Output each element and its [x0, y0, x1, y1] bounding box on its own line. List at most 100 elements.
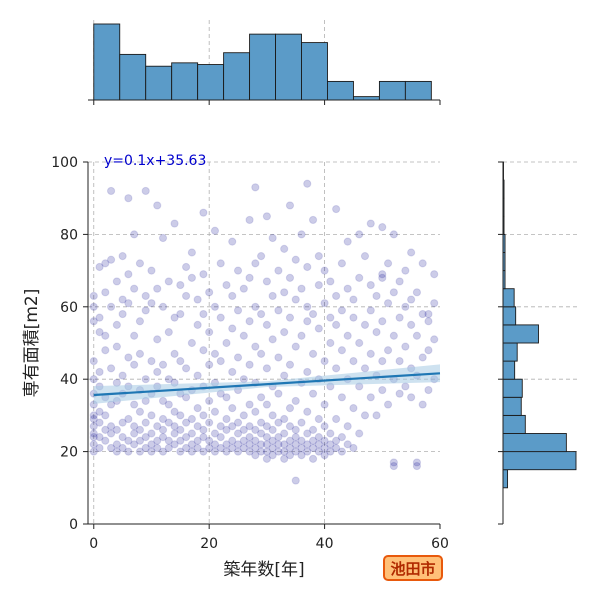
scatter-point	[158, 433, 168, 442]
scatter-point	[193, 371, 202, 380]
right-hist-bar	[502, 378, 523, 398]
top-hist-bar	[327, 80, 354, 101]
scatter-point	[389, 331, 398, 340]
scatter-point	[280, 454, 289, 463]
scatter-point	[314, 280, 323, 290]
scatter-point	[141, 433, 150, 442]
scatter-point	[383, 346, 393, 355]
scatter-point	[216, 313, 225, 322]
scatter-point	[95, 313, 104, 322]
scatter-point	[285, 273, 295, 282]
scatter-point	[303, 302, 312, 311]
scatter-point	[210, 226, 220, 235]
scatter-point	[257, 252, 266, 261]
scatter-point	[395, 277, 404, 286]
scatter-point	[355, 230, 364, 239]
scatter-point	[239, 436, 248, 445]
x-axis-label: 築年数[年]	[223, 560, 304, 580]
scatter-point	[89, 447, 98, 456]
scatter-point	[274, 353, 283, 362]
scatter-point	[170, 407, 179, 416]
scatter-point	[176, 436, 185, 445]
scatter-point	[187, 248, 196, 257]
scatter-point	[147, 440, 156, 449]
scatter-point	[291, 396, 300, 406]
scatter-point	[366, 349, 375, 358]
scatter-point	[332, 443, 341, 453]
scatter-point	[360, 252, 370, 261]
scatter-point	[349, 313, 358, 322]
scatter-point	[303, 179, 312, 188]
scatter-point	[233, 418, 243, 427]
scatter-point	[222, 440, 231, 449]
scatter-point	[297, 230, 306, 239]
scatter-point	[412, 331, 422, 340]
scatter-point	[210, 440, 220, 449]
scatter-point	[216, 357, 225, 366]
scatter-point	[378, 223, 387, 232]
scatter-point	[205, 360, 214, 369]
scatter-point	[158, 447, 168, 456]
scatter-point	[366, 219, 375, 228]
y-tick-label: 60	[60, 300, 78, 316]
scatter-point	[401, 266, 410, 275]
scatter-point	[383, 299, 393, 308]
scatter-point	[401, 382, 410, 391]
scatter-point	[187, 338, 196, 348]
scatter-point	[320, 436, 329, 445]
scatter-point	[181, 291, 191, 301]
y-tick-label: 40	[60, 372, 78, 388]
scatter-point	[285, 422, 295, 431]
scatter-point	[308, 443, 318, 453]
scatter-point	[118, 443, 127, 453]
scatter-point	[181, 443, 191, 453]
scatter-point	[170, 440, 179, 449]
scatter-point	[407, 393, 416, 402]
scatter-point	[199, 270, 208, 279]
scatter-point	[233, 429, 243, 438]
scatter-point	[176, 280, 185, 290]
scatter-point	[158, 414, 168, 424]
x-tick-label: 60	[431, 536, 449, 552]
scatter-point	[106, 302, 116, 311]
scatter-point	[239, 331, 248, 340]
scatter-point	[130, 331, 139, 340]
scatter-point	[222, 447, 231, 456]
scatter-panel: 0 20 40 60 0 20 40 60 80 100	[51, 155, 449, 552]
scatter-point	[112, 277, 121, 286]
scatter-point	[291, 447, 300, 456]
top-hist-bar	[145, 65, 173, 101]
scatter-point	[170, 422, 179, 431]
scatter-point	[101, 436, 110, 445]
scatter-point	[251, 425, 260, 434]
scatter-point	[106, 255, 116, 264]
scatter-point	[268, 425, 277, 434]
scatter-point	[216, 422, 225, 431]
scatter-point	[337, 346, 347, 355]
scatter-point	[303, 440, 312, 449]
scatter-point	[395, 313, 404, 322]
scatter-point	[314, 324, 323, 333]
city-badge: 池田市	[383, 555, 443, 581]
scatter-point	[332, 364, 341, 373]
scatter-point	[228, 443, 237, 453]
scatter-point	[280, 244, 289, 253]
scatter-point	[124, 299, 133, 308]
scatter-point	[360, 320, 370, 329]
scatter-point	[199, 433, 208, 442]
scatter-point	[95, 433, 104, 442]
scatter-point	[412, 458, 422, 467]
scatter-point	[176, 411, 185, 420]
scatter-point	[424, 385, 433, 395]
scatter-point	[326, 313, 335, 322]
scatter-point	[262, 447, 271, 456]
scatter-point	[262, 433, 271, 442]
scatter-point	[285, 436, 295, 445]
scatter-point	[297, 451, 306, 460]
scatter-point	[383, 400, 393, 409]
scatter-point	[337, 393, 347, 402]
top-hist-bar	[197, 64, 225, 101]
scatter-point	[326, 277, 335, 286]
scatter-point	[401, 342, 410, 351]
